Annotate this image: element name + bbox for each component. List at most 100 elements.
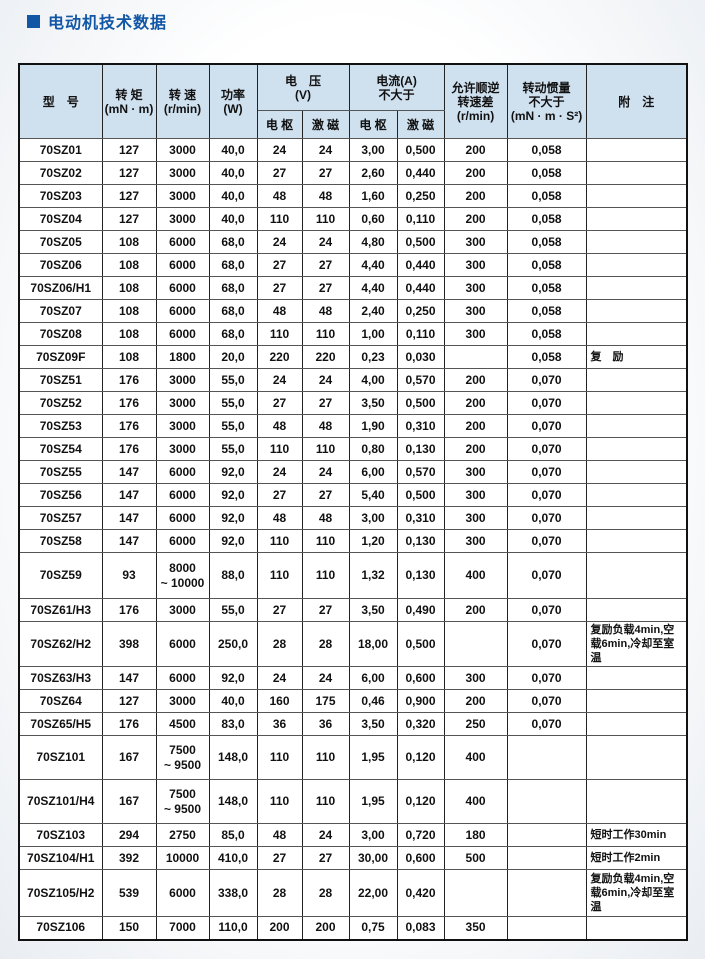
cell-i_arm: 5,40 bbox=[348, 483, 398, 507]
cell-speed: 3000 bbox=[155, 689, 210, 713]
cell-i_exc: 0,310 bbox=[396, 506, 445, 530]
cell-v_arm: 24 bbox=[256, 666, 303, 690]
cell-speed: 3000 bbox=[155, 184, 210, 208]
cell-v_arm: 110 bbox=[256, 529, 303, 553]
cell-v_arm: 24 bbox=[256, 460, 303, 484]
cell-diff bbox=[443, 869, 508, 917]
cell-v_arm: 36 bbox=[256, 712, 303, 736]
cell-v_arm: 24 bbox=[256, 368, 303, 392]
cell-diff bbox=[443, 345, 508, 369]
table-row: 70SZ65/H5 176 4500 83,0 36 36 3,50 0,320 250 0,07… bbox=[18, 712, 688, 736]
cell-power: 110,0 bbox=[208, 916, 258, 940]
cell-power: 55,0 bbox=[208, 437, 258, 461]
cell-model: 70SZ105/H2 bbox=[18, 869, 103, 917]
cell-model: 70SZ52 bbox=[18, 391, 103, 415]
table-row: 70SZ105/H2 539 6000 338,0 28 28 22,00 0,420 复励负载… bbox=[18, 869, 688, 917]
cell-torque: 147 bbox=[101, 529, 157, 553]
cell-diff: 200 bbox=[443, 414, 508, 438]
cell-model: 70SZ51 bbox=[18, 368, 103, 392]
cell-i_arm: 1,60 bbox=[348, 184, 398, 208]
cell-note bbox=[585, 598, 688, 622]
table-row: 70SZ09F 108 1800 20,0 220 220 0,23 0,030 0,058 复 … bbox=[18, 345, 688, 369]
cell-power: 40,0 bbox=[208, 207, 258, 231]
cell-speed: 7500 ~ 9500 bbox=[155, 735, 210, 780]
cell-i_exc: 0,570 bbox=[396, 368, 445, 392]
cell-i_exc: 0,250 bbox=[396, 299, 445, 323]
cell-i_arm: 6,00 bbox=[348, 460, 398, 484]
cell-power: 410,0 bbox=[208, 846, 258, 870]
cell-diff: 180 bbox=[443, 823, 508, 847]
cell-note: 复 励 bbox=[585, 345, 688, 369]
cell-i_arm: 1,32 bbox=[348, 552, 398, 599]
table-body: 70SZ01 127 3000 40,0 24 24 3,00 0,500 200 0,058 70… bbox=[18, 138, 688, 940]
cell-v_arm: 160 bbox=[256, 689, 303, 713]
cell-i_exc: 0,490 bbox=[396, 598, 445, 622]
cell-v_exc: 48 bbox=[301, 506, 350, 530]
cell-v_exc: 24 bbox=[301, 823, 350, 847]
cell-diff: 300 bbox=[443, 506, 508, 530]
cell-diff: 300 bbox=[443, 276, 508, 300]
cell-inertia bbox=[506, 916, 587, 940]
header-model: 型 号 bbox=[18, 63, 103, 139]
cell-v_arm: 200 bbox=[256, 916, 303, 940]
cell-i_exc: 0,440 bbox=[396, 161, 445, 185]
cell-diff: 400 bbox=[443, 779, 508, 824]
cell-v_exc: 27 bbox=[301, 483, 350, 507]
cell-note bbox=[585, 506, 688, 530]
cell-note bbox=[585, 230, 688, 254]
table-row: 70SZ55 147 6000 92,0 24 24 6,00 0,570 300 0,070 bbox=[18, 460, 688, 484]
cell-note bbox=[585, 529, 688, 553]
header-current: 电流(A) 不大于 bbox=[348, 63, 445, 111]
cell-note bbox=[585, 253, 688, 277]
cell-i_exc: 0,500 bbox=[396, 483, 445, 507]
cell-v_exc: 48 bbox=[301, 299, 350, 323]
cell-i_exc: 0,120 bbox=[396, 735, 445, 780]
cell-speed: 3000 bbox=[155, 437, 210, 461]
cell-v_exc: 24 bbox=[301, 368, 350, 392]
cell-speed: 6000 bbox=[155, 506, 210, 530]
cell-power: 68,0 bbox=[208, 299, 258, 323]
cell-i_arm: 4,40 bbox=[348, 253, 398, 277]
cell-speed: 6000 bbox=[155, 253, 210, 277]
table-row: 70SZ62/H2 398 6000 250,0 28 28 18,00 0,500 0,070… bbox=[18, 621, 688, 667]
table-row: 70SZ54 176 3000 55,0 110 110 0,80 0,130 200 0,070 bbox=[18, 437, 688, 461]
cell-speed: 4500 bbox=[155, 712, 210, 736]
cell-power: 83,0 bbox=[208, 712, 258, 736]
cell-note bbox=[585, 735, 688, 780]
cell-i_arm: 3,50 bbox=[348, 391, 398, 415]
cell-i_exc: 0,500 bbox=[396, 621, 445, 667]
cell-note bbox=[585, 689, 688, 713]
cell-model: 70SZ103 bbox=[18, 823, 103, 847]
header-current-armature: 电 枢 bbox=[348, 110, 398, 139]
cell-v_exc: 110 bbox=[301, 207, 350, 231]
cell-torque: 176 bbox=[101, 414, 157, 438]
cell-torque: 167 bbox=[101, 735, 157, 780]
cell-v_arm: 27 bbox=[256, 391, 303, 415]
cell-inertia: 0,070 bbox=[506, 666, 587, 690]
cell-i_arm: 3,50 bbox=[348, 598, 398, 622]
cell-v_exc: 27 bbox=[301, 276, 350, 300]
cell-speed: 6000 bbox=[155, 276, 210, 300]
cell-model: 70SZ53 bbox=[18, 414, 103, 438]
cell-inertia: 0,070 bbox=[506, 552, 587, 599]
cell-model: 70SZ63/H3 bbox=[18, 666, 103, 690]
cell-i_arm: 3,00 bbox=[348, 823, 398, 847]
cell-speed: 3000 bbox=[155, 598, 210, 622]
cell-note bbox=[585, 391, 688, 415]
table-row: 70SZ56 147 6000 92,0 27 27 5,40 0,500 300 0,070 bbox=[18, 483, 688, 507]
cell-diff: 300 bbox=[443, 322, 508, 346]
cell-v_exc: 48 bbox=[301, 184, 350, 208]
cell-inertia: 0,058 bbox=[506, 161, 587, 185]
cell-i_exc: 0,440 bbox=[396, 276, 445, 300]
cell-inertia: 0,070 bbox=[506, 437, 587, 461]
cell-power: 338,0 bbox=[208, 869, 258, 917]
cell-torque: 108 bbox=[101, 322, 157, 346]
cell-power: 20,0 bbox=[208, 345, 258, 369]
cell-inertia: 0,058 bbox=[506, 276, 587, 300]
cell-speed: 10000 bbox=[155, 846, 210, 870]
cell-diff: 200 bbox=[443, 184, 508, 208]
cell-i_exc: 0,310 bbox=[396, 414, 445, 438]
cell-note bbox=[585, 161, 688, 185]
cell-inertia bbox=[506, 823, 587, 847]
cell-v_arm: 110 bbox=[256, 552, 303, 599]
